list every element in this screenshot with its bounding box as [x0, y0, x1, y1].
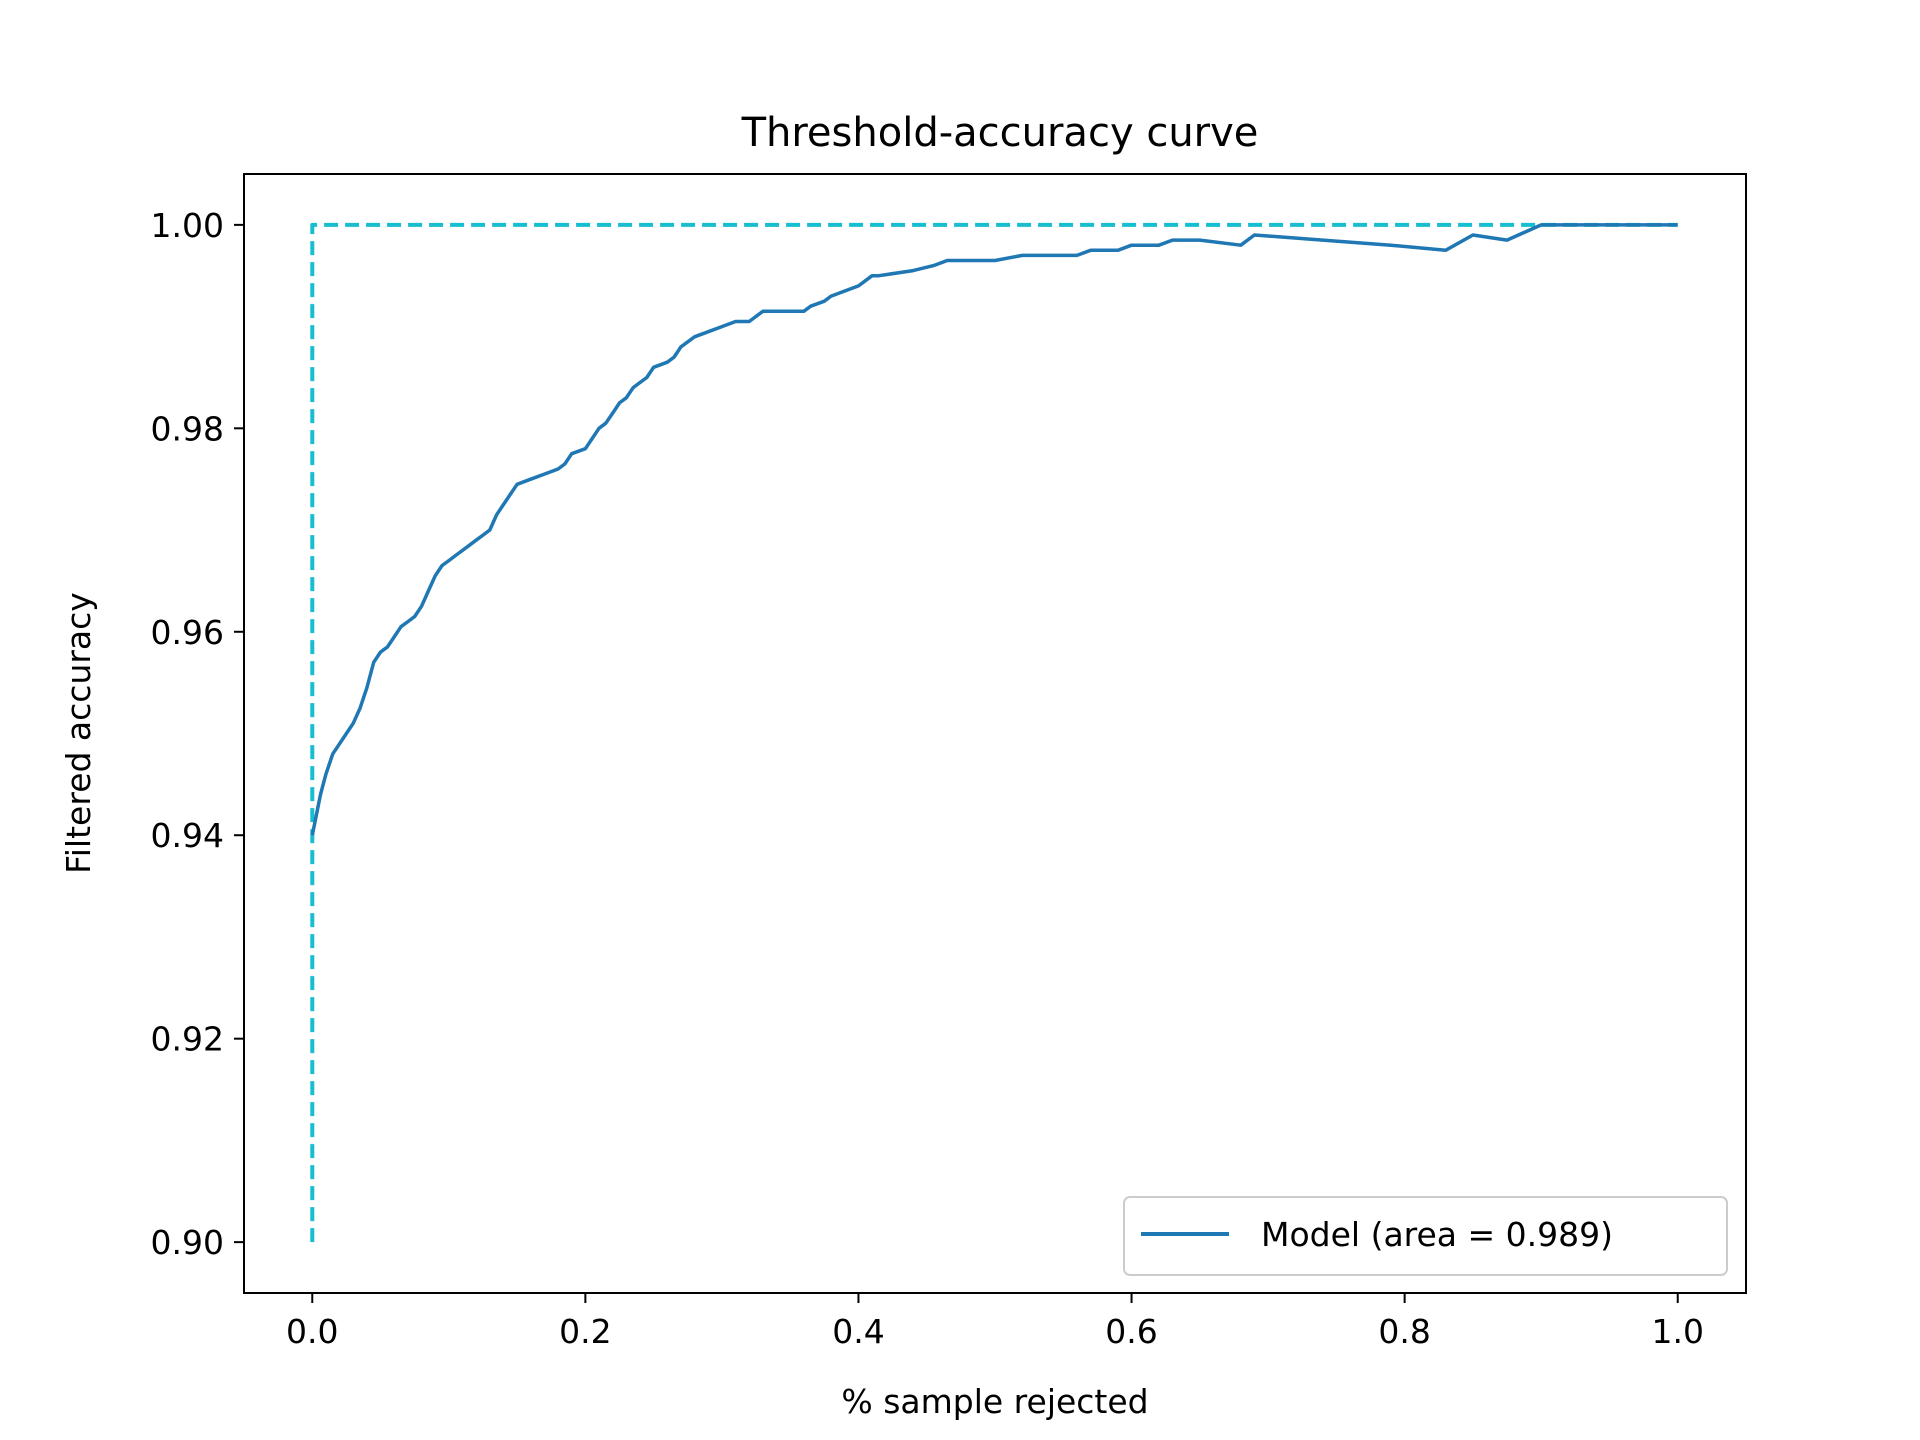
y-tick-label: 0.94	[151, 816, 224, 855]
x-tick-label: 0.6	[1105, 1312, 1157, 1351]
y-tick-label: 0.90	[151, 1223, 224, 1262]
x-tick-label: 1.0	[1651, 1312, 1703, 1351]
x-tick-label: 0.8	[1378, 1312, 1430, 1351]
plot-frame	[243, 173, 1747, 1294]
legend-label-model: Model (area = 0.989)	[1261, 1215, 1613, 1254]
x-tick-label: 0.4	[832, 1312, 884, 1351]
y-axis-label: Filtered accuracy	[59, 592, 98, 874]
y-tick-label: 1.00	[151, 206, 224, 245]
y-axis: 0.90 0.92 0.94 0.96 0.98 1.00	[151, 206, 244, 1262]
legend-box	[1123, 1196, 1728, 1276]
y-tick-label: 0.98	[151, 409, 224, 448]
series-line-ideal	[310, 222, 1678, 1243]
x-tick-label: 0.2	[559, 1312, 611, 1351]
series-line-model	[310, 223, 1678, 836]
plot-area	[310, 222, 1678, 1243]
x-axis-label: % sample rejected	[841, 1382, 1148, 1421]
y-tick-label: 0.92	[151, 1020, 224, 1059]
legend: Model (area = 0.989)	[1123, 1196, 1728, 1276]
x-axis: 0.0 0.2 0.4 0.6 0.8 1.0	[286, 1293, 1704, 1351]
chart-title: Threshold-accuracy curve	[741, 110, 1259, 156]
y-tick-label: 0.96	[151, 613, 224, 652]
x-tick-label: 0.0	[286, 1312, 338, 1351]
